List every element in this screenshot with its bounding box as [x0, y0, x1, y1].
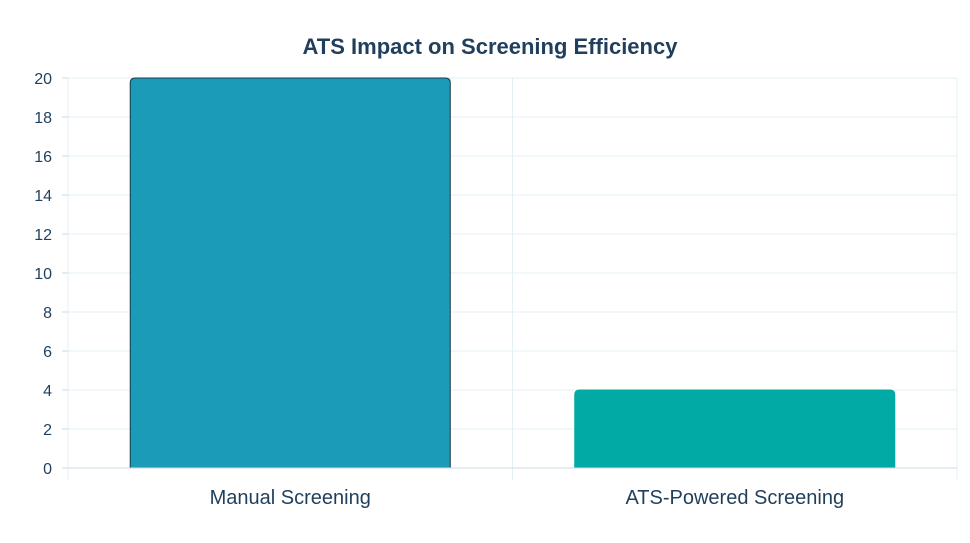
bar-manual-screening[interactable]	[129, 77, 451, 469]
x-category-label: Manual Screening	[210, 487, 371, 509]
bar-ats-powered-screening[interactable]	[574, 389, 896, 469]
x-axis-category-labels: Manual Screening ATS-Powered Screening	[210, 487, 844, 509]
chart-title: ATS Impact on Screening Efficiency	[303, 34, 679, 59]
y-tick-label: 10	[34, 266, 52, 283]
y-tick-label: 6	[43, 344, 52, 361]
y-axis-tick-labels: 0 2 4 6 8 10 12 14 16 18 20	[34, 71, 52, 478]
x-category-label: ATS-Powered Screening	[625, 487, 844, 509]
axes	[62, 77, 958, 480]
y-tick-label: 8	[43, 305, 52, 322]
y-tick-label: 20	[34, 71, 52, 88]
y-tick-label: 18	[34, 110, 52, 127]
y-tick-label: 0	[43, 461, 52, 478]
y-tick-label: 14	[34, 188, 52, 205]
y-tick-label: 16	[34, 149, 52, 166]
bars	[129, 77, 896, 469]
y-tick-label: 2	[43, 422, 52, 439]
y-tick-label: 4	[43, 383, 52, 400]
y-tick-label: 12	[34, 227, 52, 244]
